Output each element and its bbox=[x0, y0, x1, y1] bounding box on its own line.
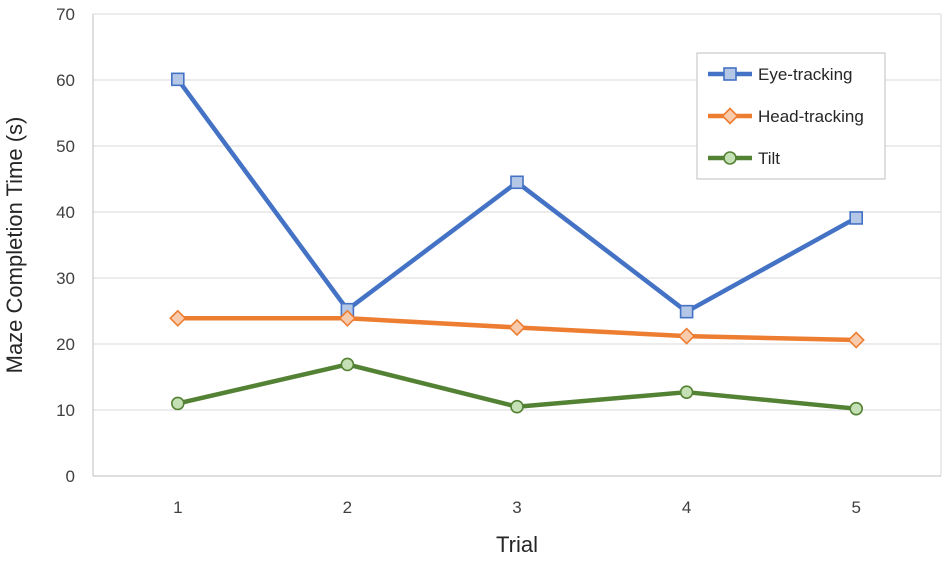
x-tick-label-1: 1 bbox=[173, 498, 182, 517]
data-point-tilt-1 bbox=[171, 396, 185, 411]
data-point-eye-tracking-3 bbox=[510, 175, 524, 190]
y-tick-label-50: 50 bbox=[56, 137, 75, 156]
x-tick-label-3: 3 bbox=[512, 498, 521, 517]
legend: Eye-tracking Head-tracking Tilt bbox=[696, 52, 886, 180]
tick-labels: 0 10 20 30 40 50 60 70 1 2 3 4 5 bbox=[56, 5, 861, 517]
data-point-tilt-4 bbox=[679, 385, 694, 399]
legend-item-eye-tracking: Eye-tracking bbox=[708, 65, 852, 84]
legend-item-tilt: Tilt bbox=[708, 149, 780, 168]
y-tick-label-10: 10 bbox=[56, 401, 75, 420]
legend-marker-eye-tracking bbox=[723, 67, 737, 81]
data-point-tilt-5 bbox=[849, 401, 864, 416]
data-point-head-tracking-3 bbox=[508, 318, 526, 337]
data-point-eye-tracking-1 bbox=[171, 72, 185, 87]
data-point-tilt-2 bbox=[340, 357, 355, 372]
series-head-tracking bbox=[169, 309, 865, 349]
series-tilt bbox=[171, 357, 864, 416]
legend-marker-head-tracking bbox=[721, 107, 739, 125]
x-tick-label-2: 2 bbox=[343, 498, 352, 517]
data-point-head-tracking-2 bbox=[338, 309, 357, 327]
series-lines bbox=[169, 72, 865, 416]
data-point-tilt-3 bbox=[510, 399, 524, 414]
legend-item-head-tracking: Head-tracking bbox=[708, 107, 864, 126]
legend-marker-tilt bbox=[723, 151, 737, 165]
y-tick-label-20: 20 bbox=[56, 335, 75, 354]
data-point-head-tracking-5 bbox=[847, 331, 865, 349]
y-tick-label-40: 40 bbox=[56, 203, 75, 222]
y-tick-label-70: 70 bbox=[56, 5, 75, 24]
y-tick-label-60: 60 bbox=[56, 71, 75, 90]
axes bbox=[92, 13, 942, 477]
legend-label-eye-tracking: Eye-tracking bbox=[758, 65, 852, 84]
x-tick-label-4: 4 bbox=[682, 498, 691, 517]
legend-items: Eye-tracking Head-tracking Tilt bbox=[708, 65, 864, 168]
y-tick-label-30: 30 bbox=[56, 269, 75, 288]
series-eye-tracking bbox=[171, 72, 864, 319]
data-point-head-tracking-4 bbox=[677, 327, 696, 345]
y-axis-title: Maze Completion Time (s) bbox=[2, 117, 27, 374]
legend-label-tilt: Tilt bbox=[758, 149, 780, 168]
data-point-eye-tracking-5 bbox=[849, 211, 864, 225]
data-point-eye-tracking-4 bbox=[679, 304, 694, 319]
legend-label-head-tracking: Head-tracking bbox=[758, 107, 864, 126]
y-tick-label-0: 0 bbox=[66, 467, 75, 486]
x-axis-title: Trial bbox=[496, 532, 538, 557]
data-point-head-tracking-1 bbox=[169, 309, 187, 327]
x-tick-label-5: 5 bbox=[851, 498, 860, 517]
